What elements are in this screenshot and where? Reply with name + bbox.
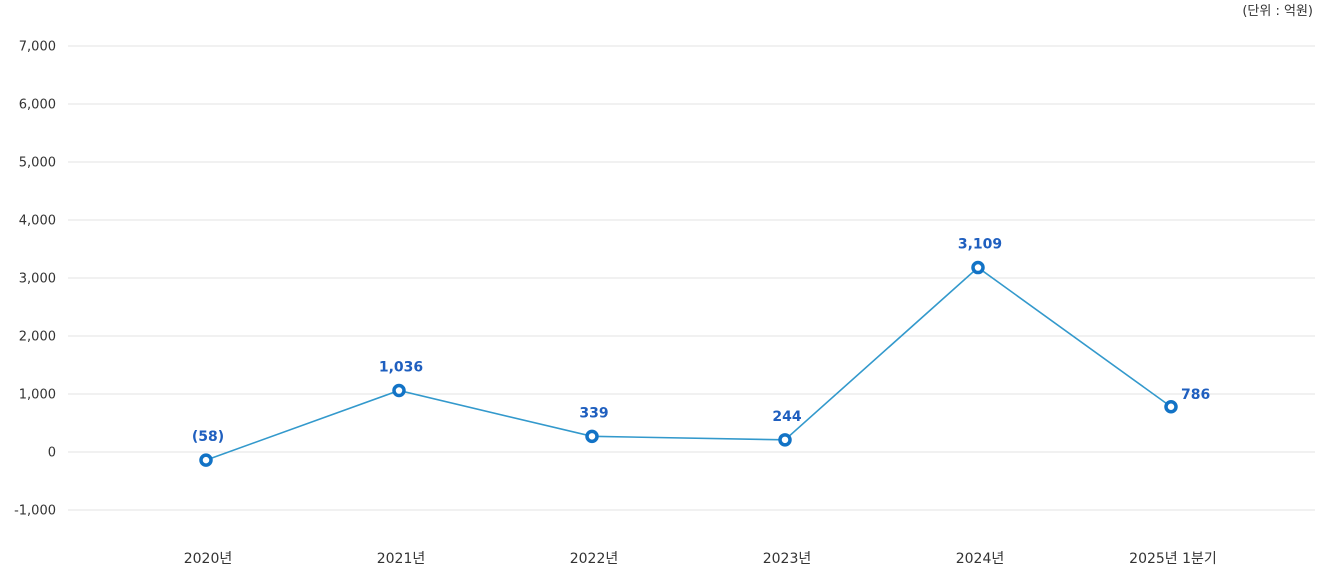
x-tick-label: 2023년 <box>763 551 812 567</box>
y-tick-label: 6,000 <box>19 98 56 113</box>
data-label: 244 <box>772 409 801 425</box>
series-line <box>205 266 1172 461</box>
unit-label: (단위 : 억원) <box>1242 4 1313 19</box>
y-tick-label: 2,000 <box>19 330 56 345</box>
data-point <box>971 260 985 275</box>
data-points <box>199 260 1178 467</box>
x-tick-label: 2025년 1분기 <box>1129 551 1217 567</box>
data-label: 1,036 <box>379 360 423 376</box>
data-point <box>392 383 406 398</box>
series-line-group <box>205 266 1172 461</box>
x-tick-label: 2021년 <box>377 551 426 567</box>
grid-lines <box>68 45 1315 511</box>
y-axis-tick-labels: 7,000 6,000 5,000 4,000 3,000 2,000 1,000 0 -1,0… <box>14 40 56 519</box>
y-tick-label: -1,000 <box>14 504 56 519</box>
y-tick-label: 0 <box>48 446 56 461</box>
data-labels: (58) 1,036 339 244 3,109 786 <box>192 237 1210 446</box>
x-tick-label: 2024년 <box>956 551 1005 567</box>
data-label: 3,109 <box>958 237 1002 253</box>
data-label: (58) <box>192 429 224 445</box>
x-tick-label: 2020년 <box>184 551 233 567</box>
data-label: 339 <box>579 405 608 421</box>
y-tick-label: 5,000 <box>19 156 56 171</box>
x-tick-label: 2022년 <box>570 551 619 567</box>
y-tick-label: 3,000 <box>19 272 56 287</box>
data-point <box>585 429 599 444</box>
data-label: 786 <box>1181 387 1210 403</box>
y-tick-label: 4,000 <box>19 214 56 229</box>
y-tick-label: 1,000 <box>19 388 56 403</box>
x-axis-labels: 2020년 2021년 2022년 2023년 2024년 2025년 1분기 <box>184 551 1217 567</box>
data-point <box>1164 400 1178 414</box>
y-tick-label: 7,000 <box>19 40 56 55</box>
data-point <box>199 453 213 467</box>
data-point <box>778 433 792 447</box>
